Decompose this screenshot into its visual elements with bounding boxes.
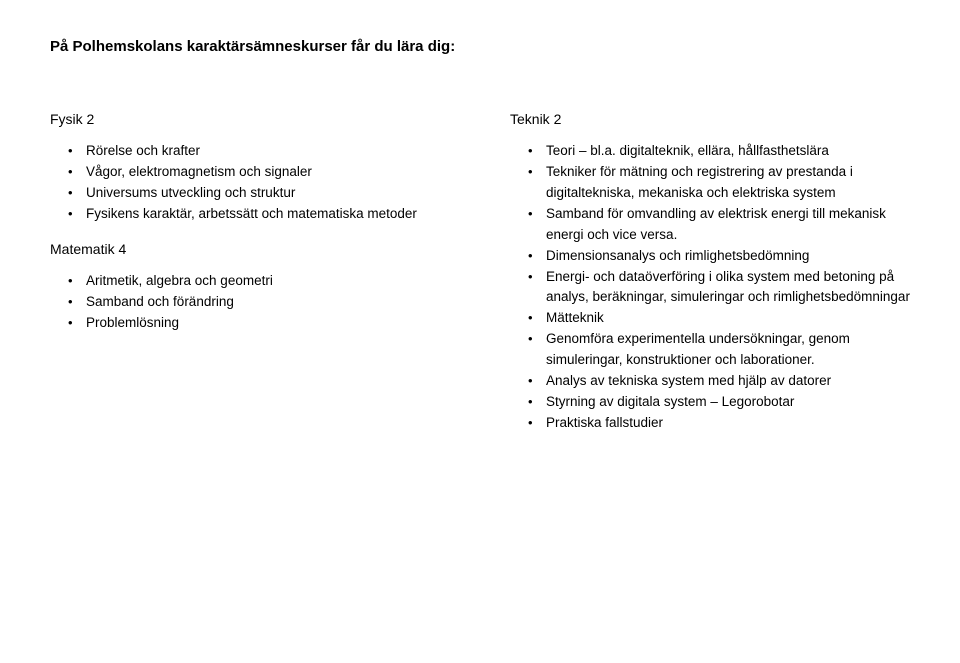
list-item: Samband för omvandling av elektrisk ener… [546, 204, 910, 246]
list-item: Energi- och dataöverföring i olika syste… [546, 267, 910, 309]
list-item: Tekniker för mätning och registrering av… [546, 162, 910, 204]
right-column: Teknik 2 Teori – bl.a. digitalteknik, el… [510, 111, 910, 444]
list-item: Vågor, elektromagnetism och signaler [86, 162, 450, 183]
list-item: Genomföra experimentella undersökningar,… [546, 329, 910, 371]
section-head-fysik: Fysik 2 [50, 111, 450, 127]
list-item: Rörelse och krafter [86, 141, 450, 162]
page-title: På Polhemskolans karaktärsämneskurser få… [50, 38, 910, 55]
section-head-teknik: Teknik 2 [510, 111, 910, 127]
list-item: Dimensionsanalys och rimlighetsbedömning [546, 246, 910, 267]
section-head-matematik: Matematik 4 [50, 241, 450, 257]
list-item: Styrning av digitala system – Legorobota… [546, 392, 910, 413]
list-matematik: Aritmetik, algebra och geometri Samband … [50, 271, 450, 334]
list-item: Aritmetik, algebra och geometri [86, 271, 450, 292]
list-item: Fysikens karaktär, arbetssätt och matema… [86, 204, 450, 225]
list-item: Universums utveckling och struktur [86, 183, 450, 204]
list-item: Teori – bl.a. digitalteknik, ellära, hål… [546, 141, 910, 162]
list-item: Praktiska fallstudier [546, 413, 910, 434]
list-item: Analys av tekniska system med hjälp av d… [546, 371, 910, 392]
list-item: Mätteknik [546, 308, 910, 329]
list-fysik: Rörelse och krafter Vågor, elektromagnet… [50, 141, 450, 225]
list-teknik: Teori – bl.a. digitalteknik, ellära, hål… [510, 141, 910, 434]
left-column: Fysik 2 Rörelse och krafter Vågor, elekt… [50, 111, 450, 444]
list-item: Problemlösning [86, 313, 450, 334]
columns: Fysik 2 Rörelse och krafter Vågor, elekt… [50, 111, 910, 444]
list-item: Samband och förändring [86, 292, 450, 313]
document-page: På Polhemskolans karaktärsämneskurser få… [0, 0, 960, 663]
